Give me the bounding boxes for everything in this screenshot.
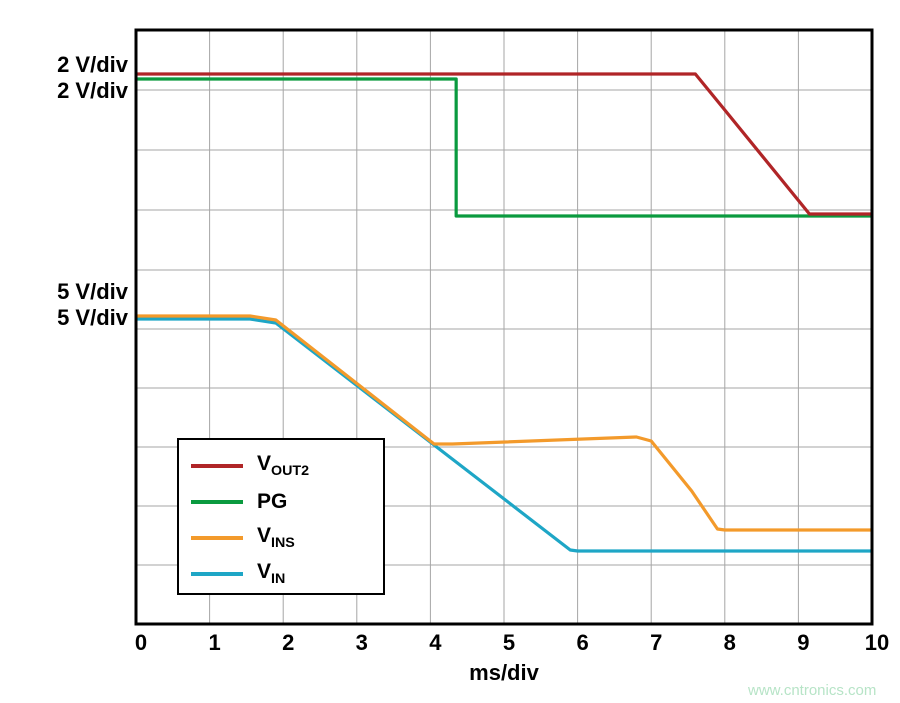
- legend-label: PG: [257, 490, 287, 514]
- x-axis-title: ms/div: [454, 660, 554, 686]
- y-axis-label: 5 V/div: [57, 305, 128, 331]
- legend-item-pg: PG: [191, 484, 287, 520]
- legend-swatch: [191, 536, 243, 539]
- x-tick-label: 2: [273, 630, 303, 656]
- y-axis-label: 2 V/div: [57, 78, 128, 104]
- x-tick-label: 4: [420, 630, 450, 656]
- x-tick-label: 3: [347, 630, 377, 656]
- legend-swatch: [191, 572, 243, 575]
- x-tick-label: 10: [862, 630, 892, 656]
- legend-label: VINS: [257, 524, 295, 551]
- x-tick-label: 9: [788, 630, 818, 656]
- x-tick-label: 7: [641, 630, 671, 656]
- legend-item-vin: VIN: [191, 556, 285, 592]
- watermark-text: www.cntronics.com: [748, 682, 876, 699]
- legend-swatch: [191, 500, 243, 503]
- legend-item-vins: VINS: [191, 520, 295, 556]
- chart-svg: [0, 0, 900, 703]
- y-axis-label: 2 V/div: [57, 52, 128, 78]
- legend-label: VIN: [257, 560, 285, 587]
- y-axis-label: 5 V/div: [57, 279, 128, 305]
- x-tick-label: 8: [715, 630, 745, 656]
- x-tick-label: 5: [494, 630, 524, 656]
- x-tick-label: 0: [126, 630, 156, 656]
- legend-swatch: [191, 464, 243, 467]
- legend-item-vout2: VOUT2: [191, 448, 309, 484]
- legend-label: VOUT2: [257, 452, 309, 479]
- x-tick-label: 6: [568, 630, 598, 656]
- x-tick-label: 1: [200, 630, 230, 656]
